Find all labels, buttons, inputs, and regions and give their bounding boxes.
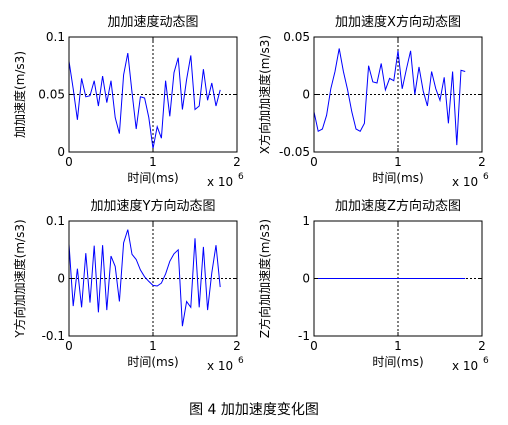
- x-axis-label: 时间(ms): [372, 171, 423, 185]
- y-axis-label: Y方向加加速度(m/s3): [12, 219, 27, 338]
- x-tick-label: 2: [478, 339, 486, 353]
- y-tick-label: 0: [302, 272, 310, 286]
- x-exponent-power: 6: [238, 356, 244, 366]
- x-tick-label: 1: [394, 155, 402, 169]
- x-axis-label: 时间(ms): [127, 355, 178, 369]
- x-tick-label: 1: [149, 339, 157, 353]
- x-tick-label: 1: [149, 155, 157, 169]
- x-exponent-label: x 10: [452, 359, 478, 373]
- x-exponent-label: x 10: [207, 359, 233, 373]
- y-tick-label: 0.1: [46, 30, 65, 44]
- x-tick-label: 2: [233, 339, 241, 353]
- y-tick-label: -1: [298, 329, 310, 343]
- y-axis-label: 加加速度(m/s3): [12, 51, 27, 138]
- x-tick-label: 1: [394, 339, 402, 353]
- subplot-2: 0 1 2-0.0500.05加加速度X方向动态图时间(ms)X方向加加速度(m/s…: [257, 14, 489, 189]
- y-tick-label: 0: [57, 145, 65, 159]
- x-exponent-power: 6: [238, 172, 244, 182]
- y-tick-label: 1: [302, 214, 310, 228]
- x-tick-label: 0: [65, 155, 73, 169]
- series-line: [68, 229, 221, 327]
- y-axis-label: Z方向加加速度(m/s3): [257, 219, 272, 338]
- x-axis-label: 时间(ms): [372, 355, 423, 369]
- y-tick-label: -0.1: [42, 329, 65, 343]
- x-exponent-label: x 10: [452, 175, 478, 189]
- y-axis-label: X方向加加速度(m/s3): [257, 35, 272, 154]
- y-tick-label: 0.1: [46, 214, 65, 228]
- x-exponent-label: x 10: [207, 175, 233, 189]
- x-exponent-power: 6: [483, 172, 489, 182]
- y-tick-label: 0: [302, 88, 310, 102]
- x-tick-label: 0: [310, 339, 318, 353]
- chart-title: 加加速度X方向动态图: [335, 14, 461, 30]
- y-tick-label: 0.05: [38, 88, 65, 102]
- x-exponent-power: 6: [483, 356, 489, 366]
- series-line: [313, 48, 466, 146]
- x-tick-label: 2: [233, 155, 241, 169]
- figure-caption: 图 4 加加速度变化图: [189, 402, 319, 418]
- x-tick-label: 0: [310, 155, 318, 169]
- x-tick-label: 2: [478, 155, 486, 169]
- chart-title: 加加速度Y方向动态图: [91, 198, 216, 214]
- chart-title: 加加速度Z方向动态图: [335, 198, 461, 214]
- y-tick-label: 0.05: [283, 30, 310, 44]
- series-line: [68, 53, 221, 149]
- y-tick-label: 0: [57, 272, 65, 286]
- chart-title: 加加速度动态图: [107, 14, 198, 30]
- x-axis-label: 时间(ms): [127, 171, 178, 185]
- subplot-3: 0 1 2-0.100.1加加速度Y方向动态图时间(ms)Y方向加加速度(m/s3)…: [12, 198, 244, 373]
- x-tick-label: 0: [65, 339, 73, 353]
- y-tick-label: -0.05: [279, 145, 310, 159]
